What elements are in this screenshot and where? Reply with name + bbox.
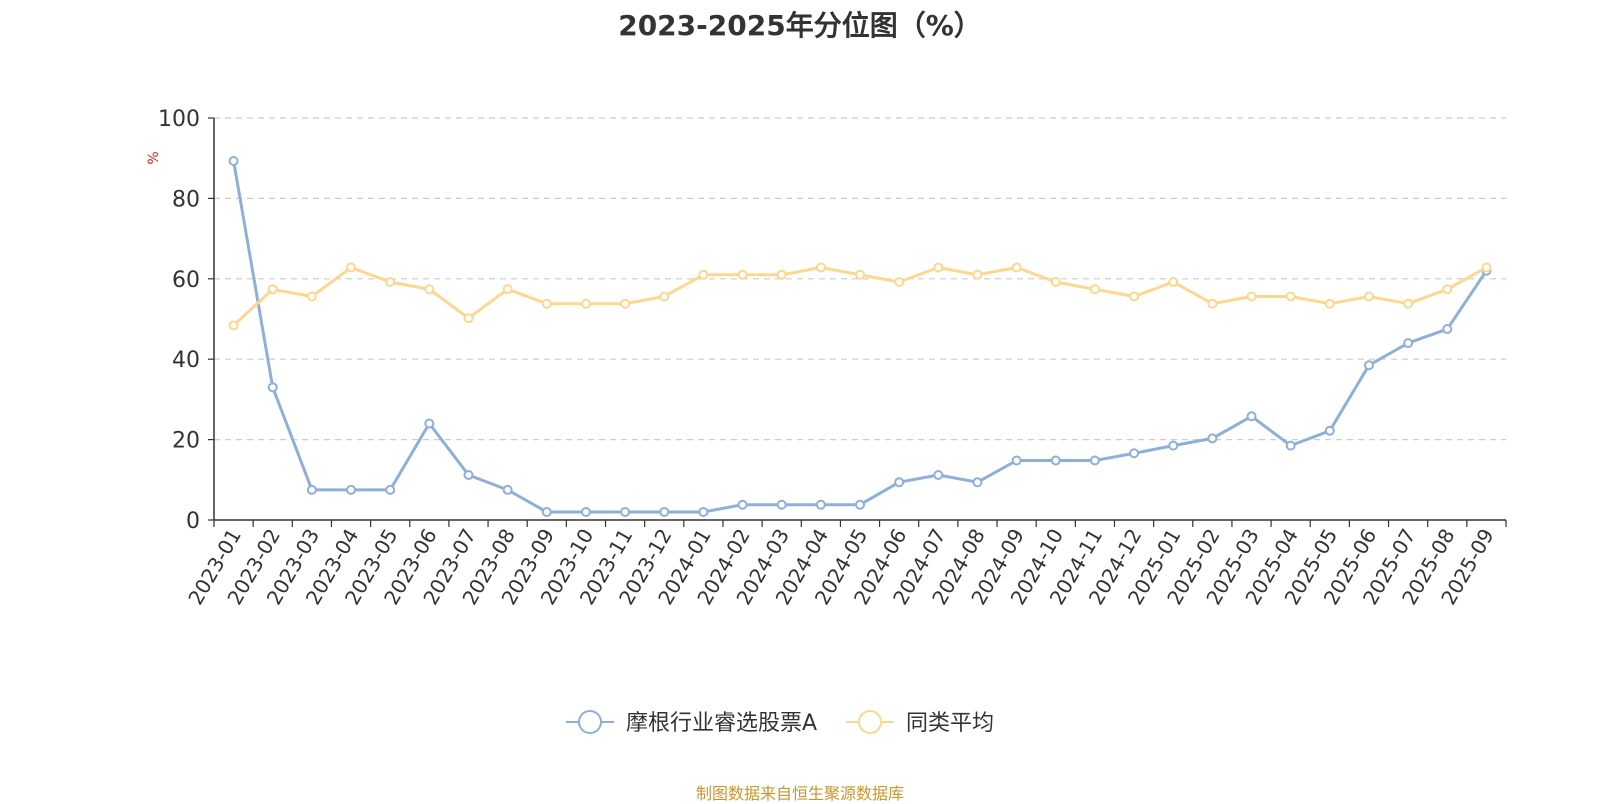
legend: 摩根行业睿选股票A 同类平均 — [566, 710, 994, 736]
data-point — [1089, 284, 1100, 295]
data-point — [855, 499, 865, 510]
legend-label: 同类平均 — [906, 711, 994, 736]
data-point — [306, 484, 317, 495]
data-point — [1168, 440, 1179, 451]
data-point — [1011, 455, 1022, 466]
data-point — [385, 484, 396, 495]
legend-marker — [578, 710, 602, 734]
data-point — [541, 506, 552, 517]
x-axis: 2023-012023-022023-032023-042023-052023-… — [183, 519, 1507, 609]
data-point — [776, 499, 787, 510]
data-point — [228, 156, 239, 167]
data-point — [737, 269, 748, 280]
y-tick-label: 80 — [172, 187, 200, 212]
data-point — [620, 506, 631, 517]
data-point — [1285, 440, 1296, 451]
y-tick-label: 0 — [186, 509, 200, 534]
data-point — [267, 284, 278, 295]
data-point — [228, 320, 239, 331]
chart-title: 2023-2025年分位图（%） — [618, 9, 982, 42]
series-line-1 — [232, 160, 1488, 514]
data-point — [1246, 411, 1257, 422]
data-point — [424, 418, 435, 429]
data-point — [620, 298, 631, 309]
series-layer — [228, 156, 1492, 517]
data-point — [855, 269, 865, 280]
data-point — [1363, 291, 1374, 302]
data-point — [1363, 360, 1374, 371]
data-point — [346, 484, 357, 495]
data-point — [894, 277, 905, 288]
data-point — [776, 269, 787, 280]
data-point — [463, 469, 474, 480]
data-point — [502, 484, 513, 495]
data-point — [1285, 291, 1296, 302]
data-point — [972, 477, 983, 488]
data-point — [267, 382, 278, 393]
data-point — [1403, 298, 1414, 309]
data-point — [933, 469, 944, 480]
y-tick-label: 40 — [172, 348, 200, 373]
data-point — [580, 506, 591, 517]
data-point — [1050, 277, 1061, 288]
data-point — [1324, 298, 1335, 309]
legend-marker — [858, 710, 882, 734]
data-point — [659, 506, 670, 517]
data-point — [346, 262, 357, 273]
data-point — [1129, 291, 1140, 302]
y-tick-label: 20 — [172, 429, 200, 454]
data-point — [306, 291, 317, 302]
data-point — [1442, 324, 1453, 335]
data-point — [933, 262, 944, 273]
y-tick-label: 100 — [158, 107, 200, 132]
data-point — [541, 298, 552, 309]
data-point — [1050, 455, 1061, 466]
data-source-note: 制图数据来自恒生聚源数据库 — [695, 784, 904, 803]
legend-label: 摩根行业睿选股票A — [626, 711, 817, 736]
data-point — [698, 506, 709, 517]
data-point — [894, 477, 905, 488]
data-point — [463, 313, 474, 324]
data-point — [1403, 338, 1414, 349]
data-point — [1324, 425, 1335, 436]
data-point — [1168, 277, 1179, 288]
data-point — [815, 499, 826, 510]
data-point — [424, 284, 435, 295]
data-point — [1011, 262, 1022, 273]
data-point — [580, 298, 591, 309]
data-point — [1089, 455, 1100, 466]
data-point — [659, 291, 670, 302]
data-point — [698, 269, 709, 280]
data-point — [1442, 284, 1453, 295]
data-point — [1129, 448, 1140, 459]
y-tick-label: 60 — [172, 268, 200, 293]
data-point — [1207, 433, 1218, 444]
data-point — [815, 262, 826, 273]
data-point — [502, 284, 513, 295]
data-point — [737, 499, 748, 510]
data-point — [385, 277, 396, 288]
y-axis: 0 20 40 60 80 100% — [146, 107, 215, 534]
data-point — [1207, 298, 1218, 309]
data-point — [1481, 262, 1492, 273]
data-point — [972, 269, 983, 280]
y-axis-label: % — [146, 151, 162, 164]
data-point — [1246, 291, 1257, 302]
